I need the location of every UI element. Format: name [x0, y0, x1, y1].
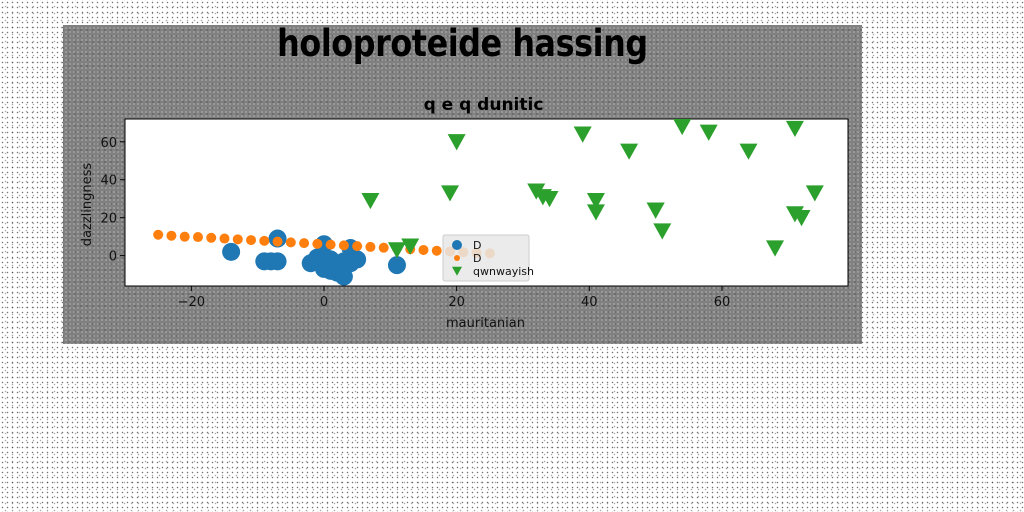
y-tick-label: 40 [100, 174, 117, 189]
chart-title: q e q dunitic [424, 95, 544, 115]
series-2-point [573, 126, 592, 143]
series-1-point [338, 240, 349, 251]
legend-label: D [473, 239, 481, 252]
series-1-point [378, 242, 389, 253]
x-tick-label: 40 [581, 295, 598, 310]
series-1-point [365, 241, 376, 252]
series-2-point [620, 143, 639, 160]
y-tick-label: 20 [100, 212, 117, 227]
series-2-point [699, 124, 718, 141]
series-1-point [206, 232, 217, 243]
series-2-point [447, 134, 466, 151]
series-1-point [246, 235, 257, 246]
legend-label: D [473, 252, 481, 265]
series-1-point [232, 234, 243, 245]
x-tick-label: −20 [178, 295, 205, 310]
y-tick-label: 0 [109, 250, 117, 265]
series-1-point [259, 235, 270, 246]
series-1-point [312, 238, 323, 249]
series-1-point [179, 231, 190, 242]
series-2-point [766, 240, 785, 257]
series-0-point [268, 252, 287, 271]
series-2-point [653, 223, 672, 240]
data-marks [153, 118, 824, 286]
series-1-point [431, 245, 442, 256]
series-2-point [739, 143, 758, 160]
series-2-point [441, 185, 460, 202]
figure-suptitle: holoproteide hassing [277, 22, 648, 65]
series-2-point [586, 204, 605, 221]
series-2-point [646, 202, 665, 219]
series-1-point [219, 233, 230, 244]
series-2-point [792, 210, 811, 227]
series-2-point [586, 192, 605, 210]
legend-frame [442, 234, 530, 282]
series-1-point [272, 236, 283, 247]
x-tick-label: 60 [714, 295, 731, 310]
series-0-point [387, 256, 406, 275]
x-axis-ticks: −20 0 20 40 60 [178, 286, 731, 310]
series-0-point [222, 242, 241, 261]
legend-marker [452, 266, 462, 276]
legend-label: qwnwayish [473, 265, 534, 278]
series-1-point [285, 237, 296, 248]
series-2-point [673, 118, 692, 136]
series-2-point [540, 191, 559, 208]
series-1-point [192, 232, 203, 243]
x-axis-label: mauritanian [446, 316, 525, 331]
series-1-point [418, 244, 429, 255]
y-axis-label: dazzlingness [80, 163, 95, 247]
series-2-point [785, 120, 804, 138]
legend-marker [452, 240, 462, 250]
x-tick-label: 0 [320, 295, 328, 310]
x-tick-label: 20 [448, 295, 465, 310]
series-2-point [805, 185, 824, 202]
series-1-point [153, 229, 164, 240]
series-1-point [352, 241, 363, 252]
series-1-point [166, 230, 177, 241]
series-2-point [401, 238, 420, 255]
series-1-point [299, 238, 310, 249]
series-2-point [361, 192, 380, 210]
legend-marker [454, 255, 460, 261]
y-axis-ticks: 0 20 40 60 [100, 136, 125, 265]
series-1-point [325, 239, 336, 250]
y-tick-label: 60 [100, 136, 117, 151]
series-2-point [387, 242, 406, 259]
series-0-point [334, 267, 353, 286]
series-0-point [348, 250, 367, 269]
